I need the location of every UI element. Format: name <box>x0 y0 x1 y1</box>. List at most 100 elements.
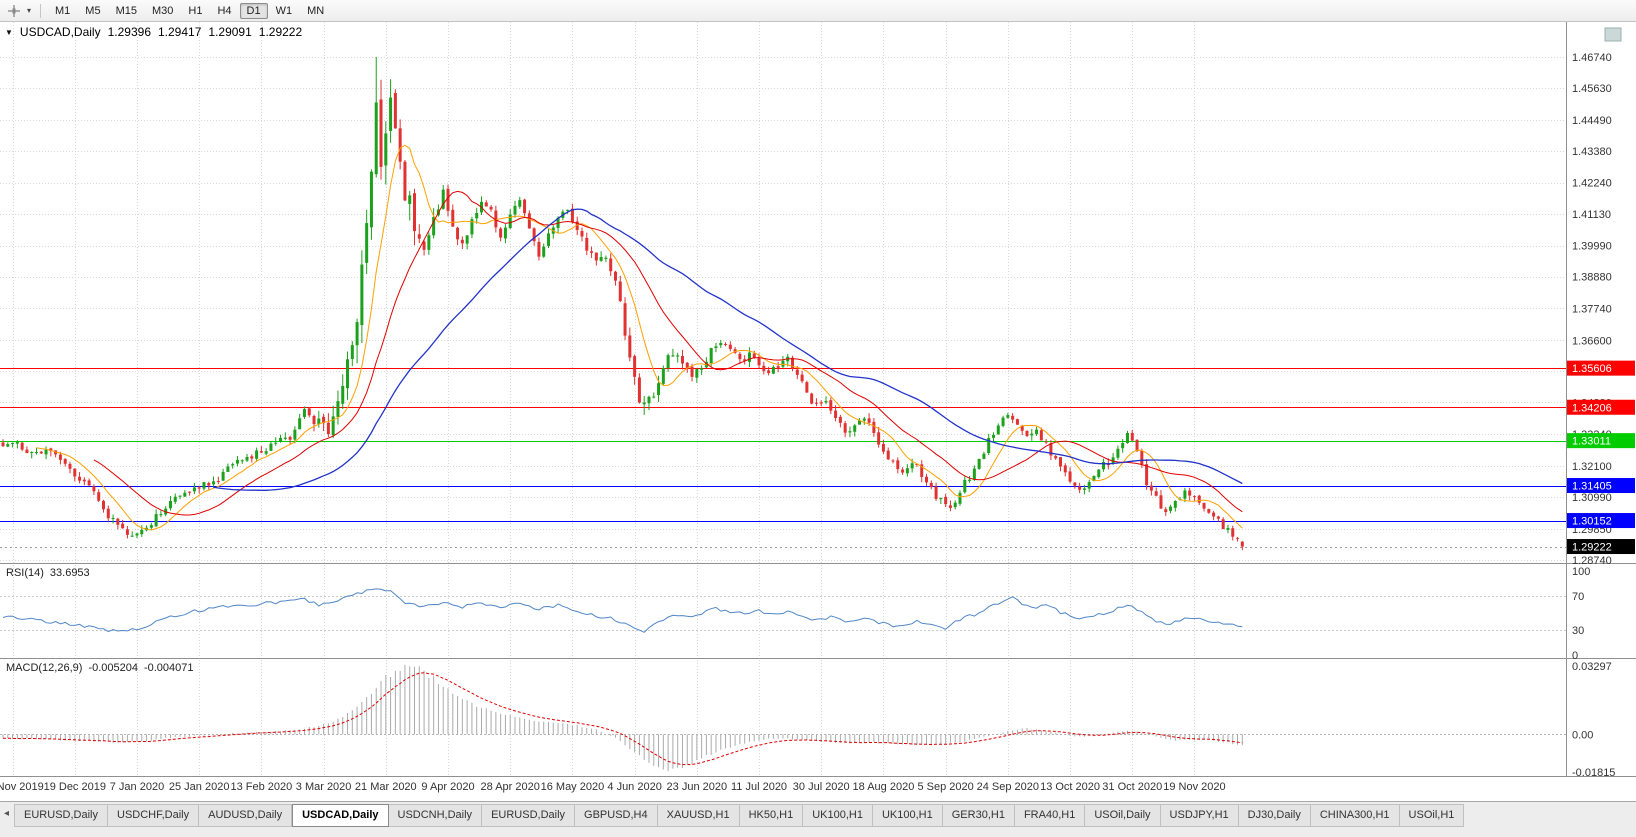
toolbar-separator <box>40 3 42 18</box>
ohlc-high: 1.29417 <box>158 25 202 39</box>
tab-eurusd-daily[interactable]: EURUSD,Daily <box>14 804 108 827</box>
chart-tabs: EURUSD,Daily USDCHF,Daily AUDUSD,Daily USDC… <box>14 804 1465 827</box>
tab-bar: ◂ EURUSD,Daily USDCHF,Daily AUDUSD,Daily US… <box>0 801 1636 837</box>
tab-usoil-h1[interactable]: USOil,H1 <box>1399 804 1465 827</box>
price-tick-label: 1.39990 <box>1572 241 1612 253</box>
tab-hk50-h1[interactable]: HK50,H1 <box>739 804 804 827</box>
dropdown-caret-icon[interactable]: ▾ <box>27 6 32 15</box>
date-label: 3 Mar 2020 <box>296 781 352 793</box>
rsi-line <box>2 588 1243 633</box>
date-label: 30 Jul 2020 <box>793 781 850 793</box>
price-level-badges: 1.35606 1.34206 1.33011 1.31405 1.30152 1.292… <box>1567 360 1635 555</box>
tab-eurusd-daily[interactable]: EURUSD,Daily <box>482 804 576 827</box>
chart-collapse-icon[interactable]: ▼ <box>5 27 13 37</box>
timeframe-button-m30[interactable]: M30 <box>151 4 174 17</box>
date-label: 4 Jun 2020 <box>607 781 661 793</box>
chart-corner-marker[interactable] <box>1604 27 1622 42</box>
date-label: 21 Mar 2020 <box>355 781 417 793</box>
ma-mid-line <box>93 190 1243 516</box>
date-label: 31 Oct 2020 <box>1102 781 1162 793</box>
date-label: 7 Jan 2020 <box>110 781 164 793</box>
tab-xauusd-h1[interactable]: XAUUSD,H1 <box>657 804 740 827</box>
tab-usdcnh-daily[interactable]: USDCNH,Daily <box>388 804 483 827</box>
date-label: 23 Jun 2020 <box>667 781 728 793</box>
tab-usdjpy-h1[interactable]: USDJPY,H1 <box>1160 804 1239 827</box>
macd-label: MACD(12,26,9) <box>6 662 83 674</box>
timeframe-button-d1[interactable]: D1 <box>239 2 268 19</box>
macd-signal-value: -0.004071 <box>143 662 194 674</box>
timeframe-button-w1[interactable]: W1 <box>275 4 293 17</box>
chart-background[interactable] <box>0 22 1636 801</box>
tab-uk100-h1[interactable]: UK100,H1 <box>803 804 873 827</box>
date-label: 19 Dec 2019 <box>44 781 106 793</box>
chart-cursor-icon[interactable] <box>5 3 23 19</box>
date-label: 11 Jul 2020 <box>731 781 787 793</box>
tab-fra40-h1[interactable]: FRA40,H1 <box>1014 804 1086 827</box>
date-label: 19 Nov 2020 <box>1163 781 1225 793</box>
candles <box>1 57 1244 551</box>
tab-gbpusd-h4[interactable]: GBPUSD,H4 <box>575 804 658 827</box>
tab-china300-h1[interactable]: CHINA300,H1 <box>1310 804 1400 827</box>
date-label: 25 Jan 2020 <box>169 781 230 793</box>
price-badge <box>1567 360 1635 376</box>
ohlc-open: 1.29396 <box>107 25 151 39</box>
tab-uk100-h1[interactable]: UK100,H1 <box>872 804 943 827</box>
rsi-label: RSI(14) <box>6 567 44 579</box>
grid <box>0 22 1566 776</box>
macd-axis-label: -0.01815 <box>1572 767 1615 779</box>
macd-pane <box>0 664 1566 772</box>
price-tick-label: 1.46740 <box>1572 52 1612 64</box>
price-badge-text: 1.31405 <box>1572 481 1612 493</box>
rsi-axis-label: 70 <box>1572 591 1584 603</box>
price-badge <box>1567 399 1635 415</box>
tab-usdchf-daily[interactable]: USDCHF,Daily <box>108 804 200 827</box>
price-tick-label: 1.36600 <box>1572 335 1612 347</box>
tab-audusd-daily[interactable]: AUDUSD,Daily <box>199 804 293 827</box>
macd-signal-line <box>3 672 1243 766</box>
timeframe-button-m15[interactable]: M15 <box>115 4 137 17</box>
rsi-axis-labels: 100 70 30 0 <box>1572 566 1590 662</box>
date-label: 9 Apr 2020 <box>421 781 474 793</box>
tab-dj30-daily[interactable]: DJ30,Daily <box>1238 804 1311 827</box>
timeframe-button-h1[interactable]: H1 <box>188 4 203 17</box>
price-tick-label: 1.37740 <box>1572 303 1612 315</box>
tab-usoil-daily[interactable]: USOil,Daily <box>1085 804 1161 827</box>
price-tick-label: 1.38880 <box>1572 272 1612 284</box>
rsi-axis-label: 30 <box>1572 625 1584 637</box>
tab-ger30-h1[interactable]: GER30,H1 <box>942 804 1015 827</box>
rsi-axis-label: 0 <box>1572 650 1578 662</box>
timeframe-button-m5[interactable]: M5 <box>85 4 101 17</box>
price-badge <box>1567 513 1635 529</box>
tab-usdcad-daily[interactable]: USDCAD,Daily <box>292 804 389 827</box>
rsi-value: 33.6953 <box>49 567 90 579</box>
price-badge <box>1567 433 1635 449</box>
timeframe-button-m1[interactable]: M1 <box>55 4 71 17</box>
date-label: 5 Sep 2020 <box>918 781 974 793</box>
tab-scroll-left-icon[interactable]: ◂ <box>4 808 10 819</box>
chart-cursor-glyph <box>8 4 20 17</box>
top-toolbar: ▾ M1 M5 M15 M30 H1 H4 D1 W1 MN <box>0 0 1636 22</box>
price-badge <box>1567 539 1635 555</box>
macd-axis-label: 0.00 <box>1572 729 1593 741</box>
price-tick-label: 1.41130 <box>1572 209 1611 221</box>
timeframe-button-h4[interactable]: H4 <box>217 4 232 17</box>
horizontal-levels <box>0 368 1566 548</box>
rsi-pane <box>0 588 1566 633</box>
chart-header: ▼ USDCAD,Daily 1.29396 1.29417 1.29091 1… <box>5 25 302 39</box>
ohlc-close: 1.29222 <box>258 25 303 39</box>
date-label: 13 Oct 2020 <box>1040 781 1100 793</box>
date-label: 30 Nov 2019 <box>0 781 44 793</box>
price-tick-label: 1.45630 <box>1572 83 1612 95</box>
rsi-axis-label: 100 <box>1572 566 1590 578</box>
ma-fast-line <box>36 144 1243 531</box>
price-badge-text: 1.35606 <box>1572 363 1612 375</box>
timeframe-button-mn[interactable]: MN <box>307 4 325 17</box>
moving-averages <box>36 144 1243 531</box>
chart-svg[interactable]: 1.46740 1.45630 1.44490 1.43380 1.42240 1.411… <box>0 22 1636 801</box>
price-tick-label: 1.42240 <box>1572 178 1612 190</box>
price-tick-label: 1.43380 <box>1572 146 1612 158</box>
date-label: 18 Aug 2020 <box>853 781 915 793</box>
macd-pane-label: MACD(12,26,9) -0.005204 -0.004071 <box>6 662 194 674</box>
chart-region[interactable]: 1.46740 1.45630 1.44490 1.43380 1.42240 1.411… <box>0 22 1636 801</box>
